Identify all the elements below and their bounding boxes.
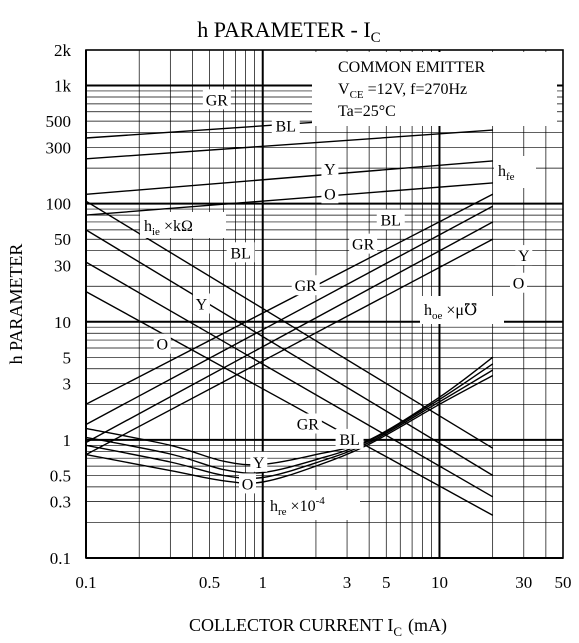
- y-tick-label: 2k: [54, 41, 72, 60]
- y-tick-label: 10: [54, 313, 71, 332]
- curve-label: Y: [253, 455, 265, 472]
- y-tick-label: 1: [63, 431, 72, 450]
- y-tick-label: 5: [63, 348, 72, 367]
- x-tick-label: 10: [431, 573, 448, 592]
- curve-label: GR: [352, 237, 375, 254]
- curve-label-background: [321, 183, 339, 204]
- hre-label: hre ×10-4: [270, 495, 325, 518]
- curve-label: GR: [206, 92, 229, 109]
- curve-label: O: [324, 186, 336, 203]
- y-tick-label: 30: [54, 256, 71, 275]
- x-tick-label: 5: [382, 573, 391, 592]
- hie-label: hie ×kΩ: [144, 218, 193, 238]
- curve-label-background: [226, 242, 255, 263]
- hre-curve-o: [85, 374, 494, 484]
- hie-curve-y: [85, 261, 494, 498]
- curve-label-background: [153, 333, 171, 354]
- curve-label: BL: [339, 432, 359, 449]
- hre-curve-gr: [85, 363, 494, 474]
- curve-label: BL: [230, 245, 250, 262]
- hfe-curve-o: [85, 182, 493, 216]
- curve-label: Y: [518, 248, 530, 265]
- hfe-label: hfe: [498, 163, 515, 183]
- hie-curve-o: [85, 290, 494, 516]
- x-axis-label: COLLECTOR CURRENT IC (mA): [189, 615, 447, 639]
- y-tick-label: 1k: [54, 77, 72, 96]
- curve-label-background: [271, 115, 300, 136]
- curve-label-background: [335, 428, 364, 449]
- curve-label-background: [321, 158, 339, 179]
- curve-label: Y: [324, 161, 336, 178]
- x-tick-label: 30: [515, 573, 532, 592]
- plot-frame: [85, 49, 564, 559]
- curve-label: GR: [295, 278, 318, 295]
- conditions-box-background: [312, 52, 557, 126]
- curve-label-background: [515, 245, 533, 266]
- hoe-curve-o: [85, 238, 494, 456]
- curve-label: GR: [297, 416, 320, 433]
- curve-label-background: [202, 89, 231, 110]
- hoe-curve-bl: [85, 193, 494, 405]
- y-tick-labels: 0.1 0.3 0.5 1 3 5 10 30 50 100 300 500 1k 2k: [46, 41, 72, 568]
- hre-curve-y: [85, 369, 494, 480]
- y-tick-label: 100: [46, 195, 72, 214]
- y-tick-label: 500: [46, 112, 72, 131]
- y-axis-label: h PARAMETER: [6, 244, 26, 365]
- x-tick-labels: 0.1 0.5 1 3 5 10 30 50: [75, 573, 571, 592]
- curve-label-background: [192, 293, 210, 314]
- curve-label-background: [349, 233, 378, 254]
- hfe-curve-gr: [85, 129, 493, 160]
- chart-title: h PARAMETER - IC: [197, 17, 380, 46]
- x-tick-label: 1: [258, 573, 267, 592]
- hie-label-background: [140, 212, 226, 238]
- conditions-box: COMMON EMITTER VCE =12V, f=270Hz Ta=25°C: [312, 52, 557, 126]
- y-tick-label: 0.5: [50, 466, 71, 485]
- curve-label-background: [250, 451, 268, 472]
- curve-label: Y: [196, 297, 208, 314]
- y-tick-label: 0.3: [50, 493, 71, 512]
- y-tick-label: 300: [46, 138, 72, 157]
- curve-label: O: [242, 476, 254, 493]
- x-tick-label: 50: [555, 573, 572, 592]
- conditions-line-1: COMMON EMITTER: [338, 59, 485, 76]
- hre-curve-bl: [85, 356, 494, 466]
- x-tick-label: 3: [343, 573, 352, 592]
- hoe-curve-gr: [85, 205, 494, 426]
- parameter-labels: hfe hie ×kΩ hoe ×μ℧ hre ×10-4: [140, 156, 536, 520]
- curve-label-background: [509, 272, 527, 293]
- y-tick-label: 50: [54, 230, 71, 249]
- conditions-line-3: Ta=25°C: [338, 103, 396, 120]
- curve-label: O: [513, 276, 525, 293]
- x-tick-label: 0.5: [199, 573, 220, 592]
- curve-label-background: [291, 275, 320, 296]
- curve-label-background: [376, 209, 405, 230]
- x-tick-label: 0.1: [75, 573, 96, 592]
- hie-curve-gr: [85, 229, 494, 476]
- curve-label: O: [156, 337, 168, 354]
- hoe-curve-y: [85, 221, 494, 444]
- y-tick-label: 0.1: [50, 549, 71, 568]
- curve-label-background: [239, 473, 257, 494]
- hre-label-background: [265, 490, 360, 520]
- hoe-label-background: [420, 296, 504, 324]
- curve-label-background: [293, 413, 322, 434]
- curve-label: BL: [381, 213, 401, 230]
- y-tick-label: 3: [63, 375, 72, 394]
- hfe-curve-y: [85, 160, 493, 195]
- conditions-line-2: VCE =12V, f=270Hz: [338, 81, 467, 101]
- curve-label: BL: [276, 119, 296, 136]
- hfe-label-background: [494, 156, 536, 188]
- hoe-label: hoe ×μ℧: [424, 302, 477, 322]
